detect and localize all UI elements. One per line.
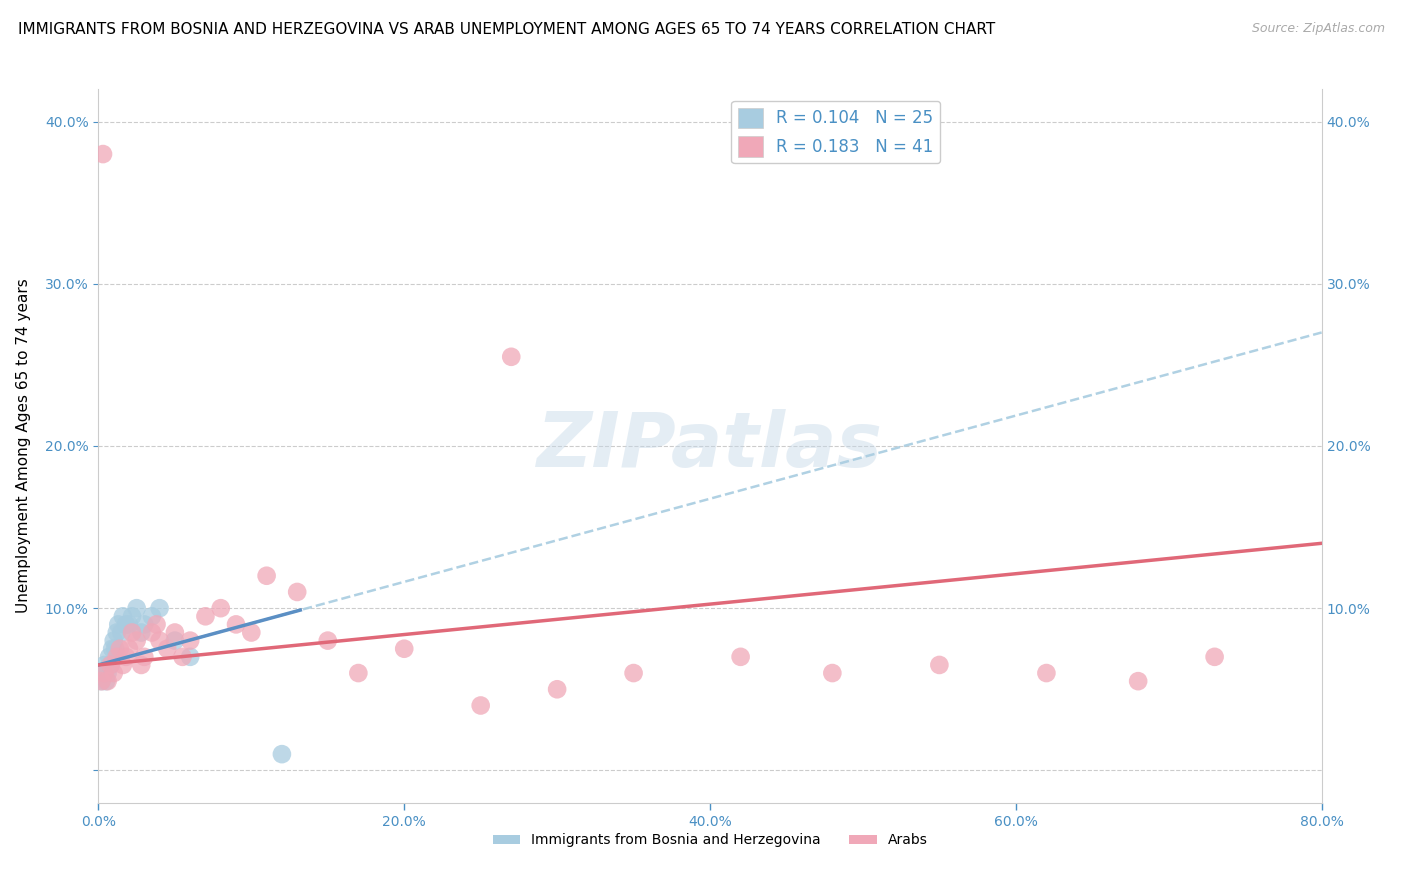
Point <box>103 666 125 681</box>
Point <box>256 568 278 582</box>
Point <box>115 649 138 664</box>
Point <box>125 601 148 615</box>
Point <box>194 609 217 624</box>
Point <box>98 649 121 664</box>
Point <box>97 666 120 681</box>
Point <box>179 633 201 648</box>
Point <box>110 625 132 640</box>
Point <box>118 617 141 632</box>
Point <box>141 609 163 624</box>
Y-axis label: Unemployment Among Ages 65 to 74 years: Unemployment Among Ages 65 to 74 years <box>15 278 31 614</box>
Legend: Immigrants from Bosnia and Herzegovina, Arabs: Immigrants from Bosnia and Herzegovina, … <box>486 828 934 853</box>
Point <box>392 641 416 656</box>
Point <box>1128 674 1150 689</box>
Point <box>928 657 950 672</box>
Point <box>163 633 186 648</box>
Point <box>91 666 114 681</box>
Point <box>285 585 308 599</box>
Point <box>209 601 232 615</box>
Point <box>149 601 172 615</box>
Point <box>145 617 167 632</box>
Point <box>141 625 163 640</box>
Point <box>121 625 143 640</box>
Text: IMMIGRANTS FROM BOSNIA AND HERZEGOVINA VS ARAB UNEMPLOYMENT AMONG AGES 65 TO 74 : IMMIGRANTS FROM BOSNIA AND HERZEGOVINA V… <box>18 22 995 37</box>
Point <box>111 657 134 672</box>
Point <box>105 649 128 664</box>
Point <box>129 657 152 672</box>
Point <box>118 641 141 656</box>
Point <box>91 147 114 161</box>
Point <box>93 657 115 672</box>
Point <box>1035 666 1057 681</box>
Point <box>1204 649 1226 664</box>
Point <box>100 657 122 672</box>
Text: ZIPatlas: ZIPatlas <box>537 409 883 483</box>
Point <box>129 625 152 640</box>
Point <box>470 698 492 713</box>
Point <box>156 641 179 656</box>
Point <box>821 666 844 681</box>
Point <box>179 649 201 664</box>
Point <box>121 609 143 624</box>
Point <box>163 625 186 640</box>
Point <box>90 674 112 689</box>
Point <box>134 649 156 664</box>
Point <box>101 641 124 656</box>
Point <box>316 633 339 648</box>
Point <box>105 625 128 640</box>
Point <box>134 617 156 632</box>
Point <box>108 641 131 656</box>
Point <box>501 350 523 364</box>
Point <box>115 617 138 632</box>
Point <box>172 649 194 664</box>
Point <box>270 747 292 761</box>
Point <box>347 666 370 681</box>
Point <box>730 649 752 664</box>
Point <box>111 609 134 624</box>
Point <box>104 641 127 656</box>
Point <box>125 633 148 648</box>
Point <box>240 625 263 640</box>
Point <box>225 617 247 632</box>
Point <box>546 682 568 697</box>
Point <box>90 674 112 689</box>
Point <box>149 633 172 648</box>
Point <box>107 617 129 632</box>
Point <box>94 674 117 689</box>
Text: Source: ZipAtlas.com: Source: ZipAtlas.com <box>1251 22 1385 36</box>
Point <box>100 657 122 672</box>
Point <box>623 666 645 681</box>
Point <box>93 666 115 681</box>
Point <box>97 674 120 689</box>
Point <box>103 633 125 648</box>
